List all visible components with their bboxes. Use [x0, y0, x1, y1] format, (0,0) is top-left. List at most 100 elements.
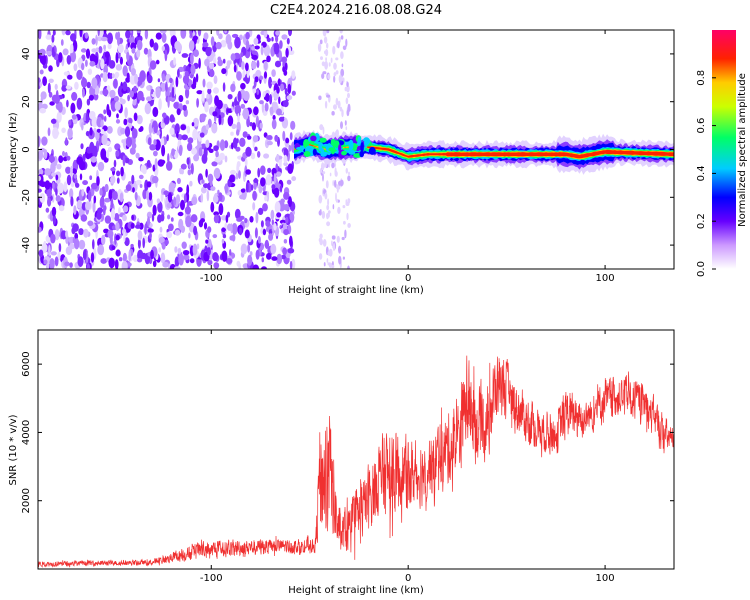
noise-speck — [263, 71, 268, 79]
noise-speck — [50, 162, 56, 173]
noise-speck — [47, 197, 52, 207]
track-blob — [312, 148, 317, 156]
noise-speck — [324, 60, 328, 70]
noise-speck — [334, 179, 337, 188]
noise-speck — [72, 39, 78, 52]
noise-speck — [41, 136, 48, 146]
noise-speck — [221, 68, 227, 75]
noise-speck — [86, 81, 91, 89]
noise-speck — [73, 173, 78, 179]
noise-speck — [210, 36, 215, 47]
noise-speck — [57, 182, 64, 194]
noise-speck — [180, 30, 187, 39]
noise-speck — [224, 183, 228, 194]
noise-speck — [103, 30, 107, 34]
noise-speck — [64, 261, 70, 267]
noise-speck — [82, 249, 87, 261]
noise-speck — [62, 48, 69, 56]
noise-speck — [39, 107, 46, 114]
noise-speck — [147, 216, 150, 227]
noise-speck — [41, 53, 47, 66]
noise-speck — [208, 62, 215, 70]
noise-speck — [276, 154, 280, 163]
noise-speck — [182, 74, 190, 85]
noise-speck — [120, 166, 124, 177]
noise-speck — [43, 149, 48, 160]
noise-speck — [212, 195, 219, 203]
noise-speck — [151, 175, 159, 184]
noise-speck — [76, 97, 83, 110]
noise-speck — [99, 187, 103, 196]
noise-speck — [272, 114, 276, 121]
noise-speck — [283, 239, 288, 244]
noise-speck — [226, 108, 233, 114]
noise-speck — [161, 32, 167, 44]
noise-speck — [98, 46, 103, 54]
snr-x-label: Height of straight line (km) — [288, 585, 424, 596]
noise-speck — [207, 247, 211, 256]
noise-speck — [108, 109, 112, 118]
noise-speck — [323, 262, 326, 267]
noise-speck — [319, 124, 324, 131]
noise-speck — [275, 35, 279, 43]
noise-speck — [187, 169, 192, 176]
noise-speck — [97, 30, 100, 37]
noise-speck — [281, 254, 286, 260]
snr-background — [38, 330, 674, 569]
noise-speck — [346, 81, 349, 88]
noise-speck — [131, 214, 135, 221]
noise-speck — [215, 150, 219, 158]
noise-speck — [319, 169, 323, 173]
noise-speck — [274, 134, 279, 142]
noise-speck — [333, 62, 337, 70]
noise-speck — [326, 30, 330, 34]
noise-speck — [190, 53, 194, 65]
noise-speck — [289, 212, 294, 221]
noise-speck — [287, 247, 295, 254]
spectrogram-y-tick-label: 0 — [21, 146, 32, 152]
snr-y-label: SNR (10 * v/v) — [8, 414, 19, 485]
noise-speck — [243, 90, 250, 102]
noise-speck — [86, 146, 92, 154]
snr-y-tick-label: 2000 — [21, 488, 32, 513]
noise-speck — [123, 118, 128, 126]
noise-speck — [67, 127, 73, 139]
noise-speck — [339, 106, 343, 112]
noise-speck — [237, 190, 242, 196]
noise-speck — [46, 50, 53, 56]
noise-speck — [69, 50, 77, 63]
noise-speck — [111, 73, 115, 79]
snr-x-tick-label: 100 — [596, 573, 615, 584]
spectrogram-y-ticks: -40 -20 0 20 40 — [21, 48, 674, 253]
noise-speck — [289, 260, 293, 269]
noise-speck — [249, 122, 253, 127]
noise-speck — [115, 52, 119, 64]
noise-speck — [266, 37, 271, 43]
noise-speck — [188, 40, 195, 52]
noise-speck — [109, 72, 113, 80]
track-blob — [319, 137, 327, 143]
noise-speck — [335, 192, 337, 202]
noise-speck — [275, 30, 281, 36]
noise-speck — [150, 89, 154, 95]
noise-speck — [256, 89, 260, 96]
noise-speck — [98, 135, 102, 147]
noise-speck — [193, 49, 200, 57]
noise-speck — [332, 204, 335, 210]
noise-speck — [82, 88, 85, 98]
noise-speck — [343, 220, 346, 225]
noise-speck — [196, 98, 200, 108]
noise-speck — [186, 201, 190, 213]
noise-speck — [136, 49, 141, 58]
noise-speck — [49, 101, 55, 106]
noise-speck — [106, 125, 113, 134]
track-blob — [357, 136, 362, 148]
noise-speck — [333, 72, 337, 77]
noise-speck — [207, 88, 212, 95]
noise-speck — [65, 30, 71, 36]
noise-speck — [331, 111, 335, 116]
noise-speck — [335, 57, 339, 61]
noise-speck — [51, 46, 55, 58]
noise-speck — [282, 247, 287, 256]
noise-speck — [345, 201, 350, 206]
